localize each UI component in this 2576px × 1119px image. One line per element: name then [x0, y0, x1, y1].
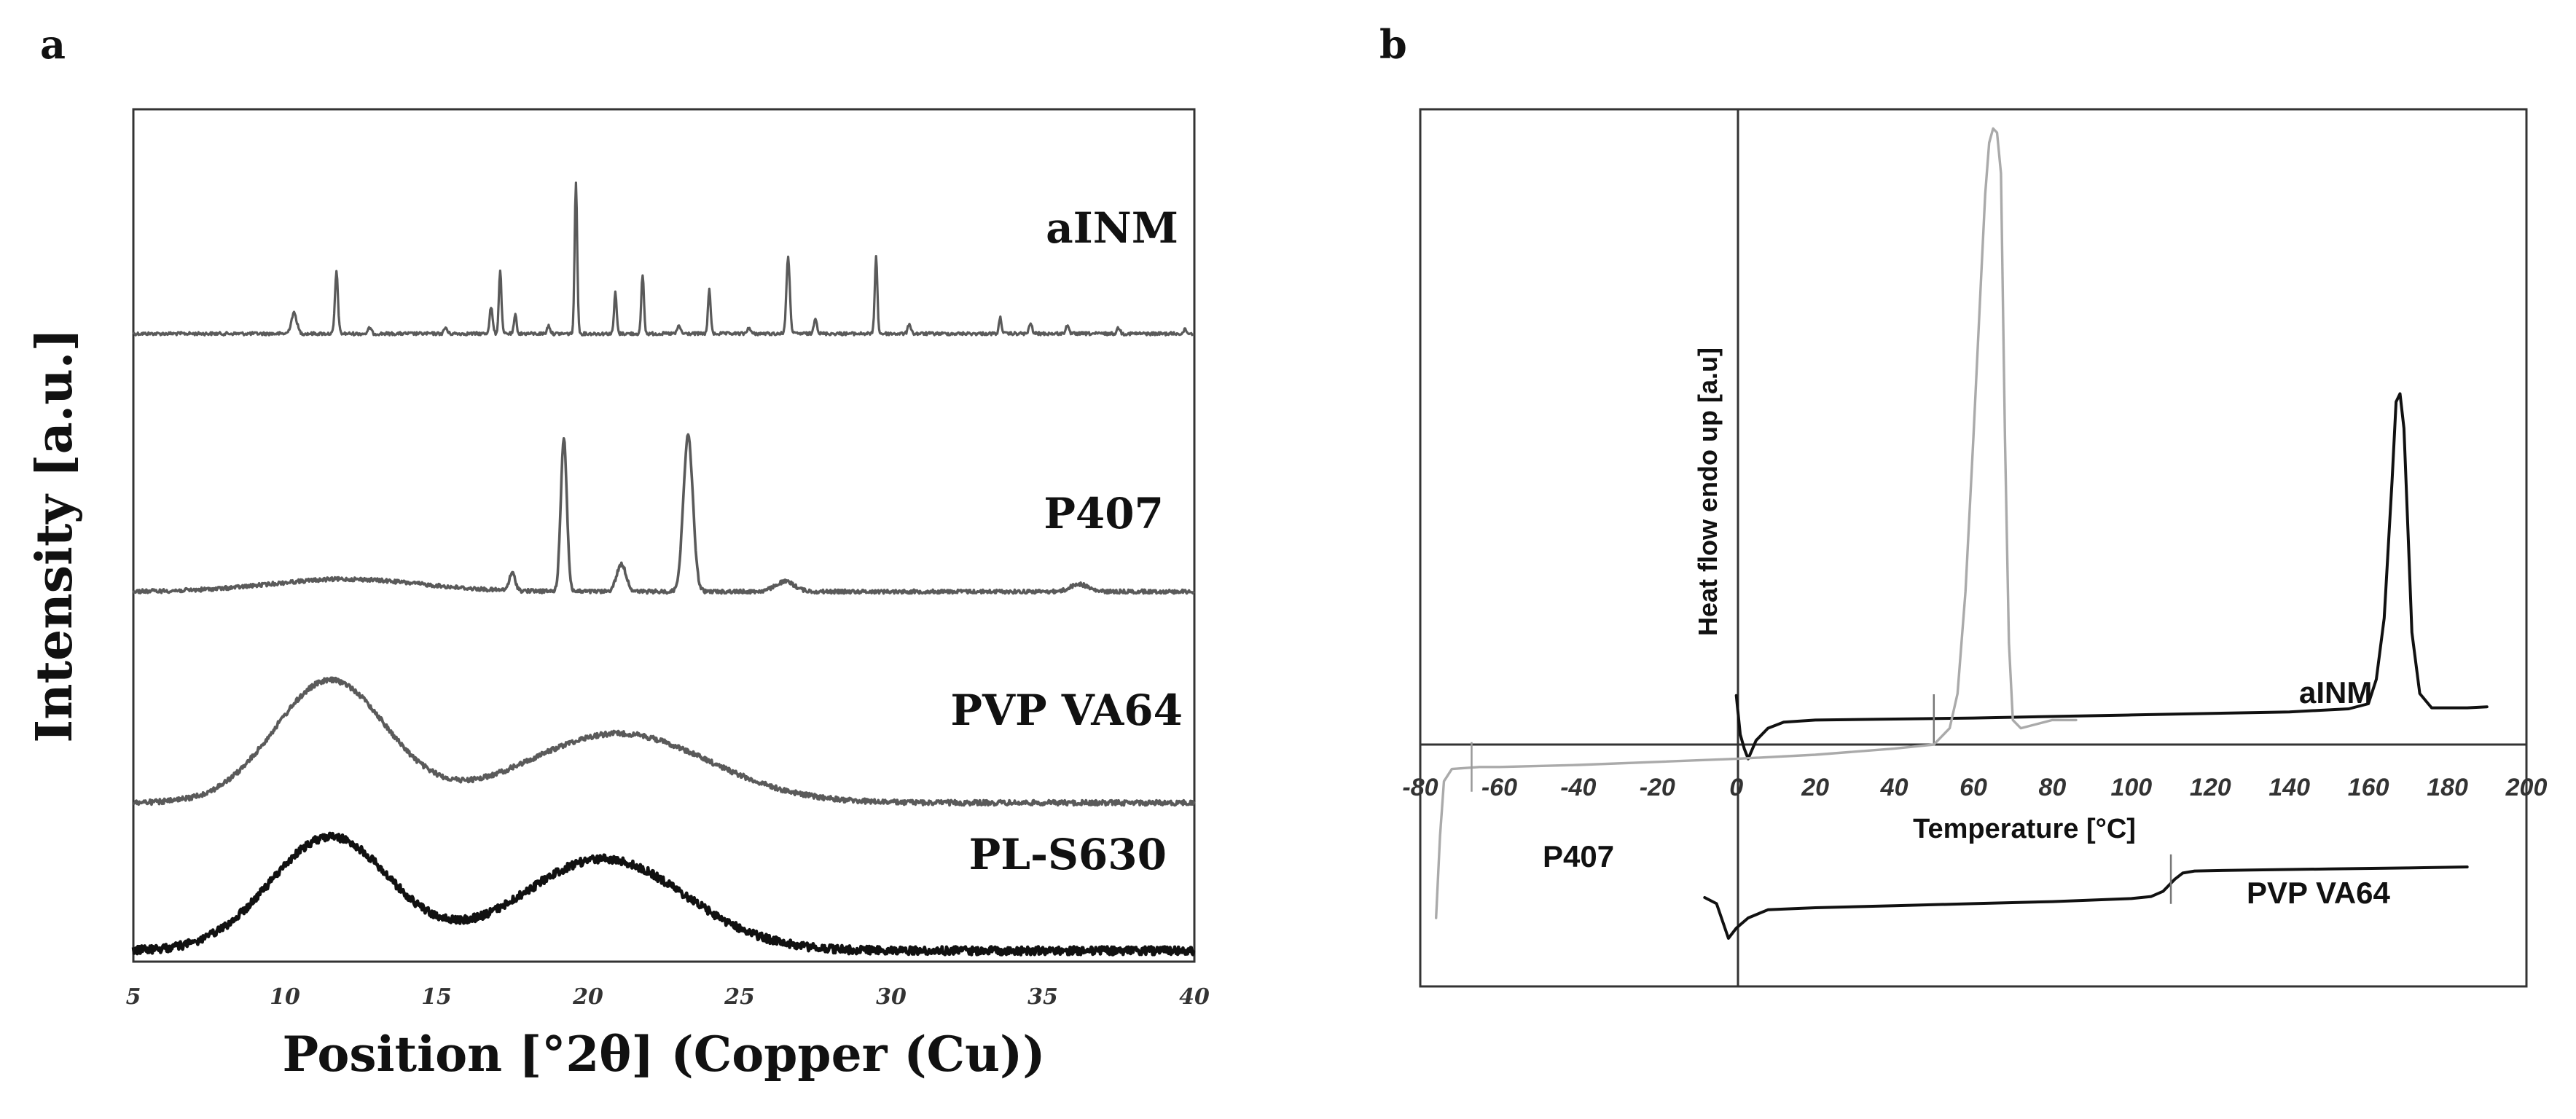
dsc-tick-label: 0 — [1729, 774, 1743, 801]
xrd-series-label: PL-S630 — [969, 830, 1167, 879]
xrd-tick-label: 40 — [1179, 984, 1210, 1010]
xrd-trace-pl-s630 — [131, 831, 1196, 957]
xrd-traces — [131, 181, 1196, 957]
dsc-tick-label: 80 — [2039, 774, 2067, 801]
dsc-series-label: aINM — [2299, 675, 2372, 710]
xrd-trace-ainm — [132, 181, 1195, 337]
panel-a-label: a — [40, 21, 66, 68]
dsc-tick-label: 200 — [2505, 774, 2548, 801]
dsc-series-labels: aINM P407 PVP VA64 — [1543, 675, 2391, 910]
dsc-tick-label: 180 — [2427, 774, 2468, 801]
xrd-trace-pvp-va64 — [133, 676, 1196, 807]
dsc-tick-label: 100 — [2110, 774, 2152, 801]
xrd-series-label: P407 — [1044, 489, 1164, 538]
dsc-traces — [1435, 127, 2489, 940]
xrd-tick-label: 30 — [876, 984, 907, 1010]
xrd-x-ticks: 5 10 15 20 25 30 35 40 — [126, 984, 1210, 1010]
dsc-tick-label: 20 — [1801, 774, 1829, 801]
dsc-x-axis-label: Temperature [°C] — [1913, 814, 2136, 844]
xrd-tick-label: 25 — [724, 984, 755, 1010]
xrd-tick-label: 5 — [126, 984, 141, 1010]
dsc-trace-p407 — [1435, 127, 2078, 919]
xrd-plot-frame — [132, 108, 1196, 963]
xrd-tick-label: 15 — [421, 984, 452, 1010]
dsc-trace-pvp-va64 — [1703, 865, 2469, 940]
dsc-panel: b -80 -60 -40 -20 0 20 40 60 80 100 120 140 160 180 20… — [1379, 21, 2547, 988]
dsc-tick-label: -80 — [1402, 774, 1438, 801]
dsc-tick-label: 60 — [1960, 774, 1987, 801]
dsc-y-axis-label: Heat flow endo up [a.u] — [1693, 348, 1723, 636]
dsc-tick-label: -60 — [1481, 774, 1517, 801]
dsc-x-ticks: -80 -60 -40 -20 0 20 40 60 80 100 120 140 160 180 200 — [1402, 774, 2547, 801]
dsc-tick-label: 120 — [2190, 774, 2231, 801]
xrd-tick-label: 20 — [572, 984, 603, 1010]
xrd-series-label: PVP VA64 — [950, 686, 1183, 735]
dsc-tick-label: 140 — [2268, 774, 2310, 801]
dsc-series-label: PVP VA64 — [2247, 876, 2391, 910]
xrd-trace-p407 — [132, 433, 1195, 595]
panel-b-label: b — [1379, 21, 1407, 68]
dsc-trace-ainm — [1734, 392, 2489, 761]
xrd-tick-label: 10 — [270, 984, 300, 1010]
dsc-tick-label: -20 — [1640, 774, 1675, 801]
xrd-panel: a aINM P407 PVP VA64 PL-S630 5 10 15 20 25 30 35 4… — [26, 21, 1210, 1083]
dsc-tick-label: 40 — [1880, 774, 1908, 801]
xrd-y-axis-label: Intensity [a.u.] — [26, 328, 84, 742]
dsc-plot-frame — [1419, 108, 2528, 988]
dsc-tick-label: -40 — [1560, 774, 1596, 801]
xrd-x-axis-label: Position [°2θ] (Copper (Cu)) — [282, 1026, 1045, 1083]
xrd-series-labels: aINM P407 PVP VA64 PL-S630 — [950, 203, 1183, 879]
dsc-tick-label: 160 — [2348, 774, 2389, 801]
xrd-series-label: aINM — [1046, 203, 1178, 253]
dsc-series-label: P407 — [1543, 839, 1614, 873]
xrd-tick-label: 35 — [1027, 984, 1058, 1010]
